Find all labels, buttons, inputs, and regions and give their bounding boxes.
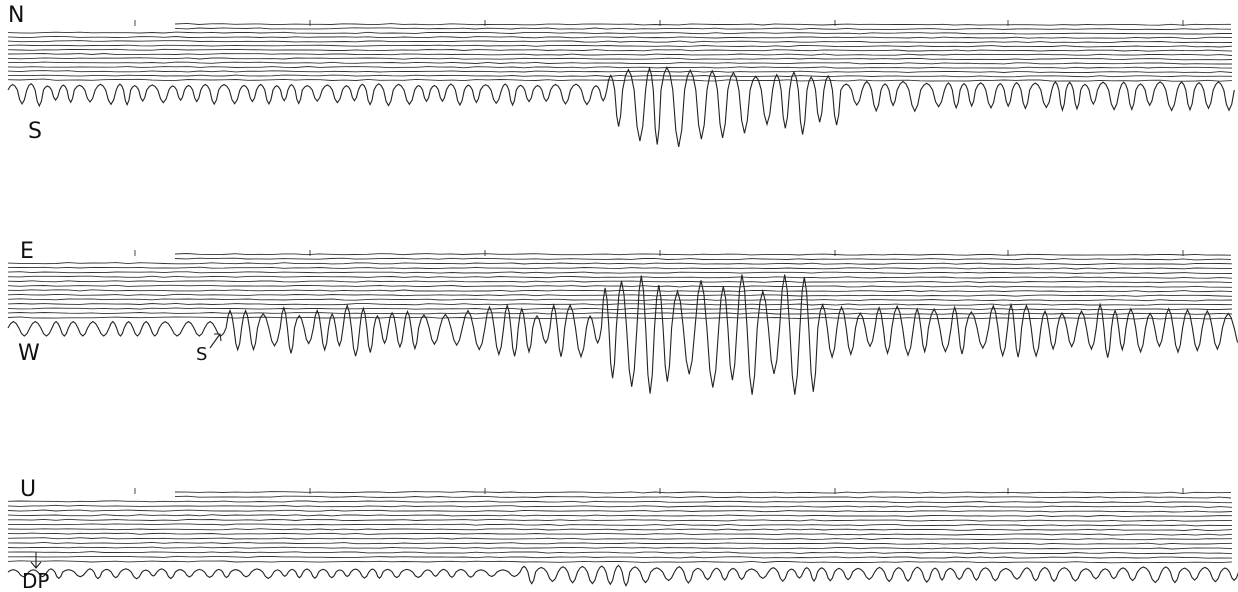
record-line xyxy=(7,307,1233,311)
record-line xyxy=(7,509,1233,513)
record-line xyxy=(7,280,1233,284)
component-label: E xyxy=(20,239,34,264)
record-line xyxy=(7,560,1233,564)
record-line xyxy=(8,61,1232,65)
phase-marker: S xyxy=(196,344,207,365)
record-line xyxy=(8,523,1233,527)
record-line xyxy=(8,555,1233,559)
record-line xyxy=(7,541,1233,545)
record-line xyxy=(7,500,1233,504)
record-line xyxy=(174,495,1232,499)
seismic-trace xyxy=(7,65,1235,147)
record-line xyxy=(7,70,1233,74)
record-line xyxy=(7,551,1233,555)
record-line xyxy=(174,27,1232,31)
record-line xyxy=(7,532,1233,536)
record-line xyxy=(7,78,1233,82)
record-line xyxy=(7,514,1233,518)
record-line xyxy=(7,275,1233,279)
record-line xyxy=(7,262,1233,265)
component-label: W xyxy=(18,341,40,366)
record-line xyxy=(7,31,1232,35)
records xyxy=(7,20,1238,587)
record-line xyxy=(8,518,1233,522)
record-line xyxy=(7,293,1233,297)
record-line xyxy=(174,491,1232,494)
record-line xyxy=(7,271,1233,275)
record-line xyxy=(7,53,1233,56)
record-line xyxy=(7,537,1233,541)
record-line xyxy=(7,74,1233,78)
seismic-trace xyxy=(7,274,1238,395)
record-line xyxy=(7,266,1233,270)
record-line xyxy=(7,298,1233,302)
marker-arrow xyxy=(30,552,42,569)
record-line xyxy=(7,66,1233,69)
record-line xyxy=(7,44,1233,48)
seismic-trace xyxy=(7,564,1238,587)
record-line xyxy=(7,504,1233,508)
record-line xyxy=(7,40,1233,44)
record-line xyxy=(7,57,1233,61)
marker-arrow xyxy=(209,333,222,349)
record-line xyxy=(7,316,1233,320)
record-line xyxy=(174,22,1232,26)
record-line xyxy=(7,35,1233,39)
component-label: U xyxy=(20,477,36,502)
record-line xyxy=(7,48,1233,52)
record-line xyxy=(7,302,1233,306)
record-line xyxy=(7,312,1233,315)
component-label: N xyxy=(8,3,24,28)
record-line xyxy=(7,546,1233,550)
component-label: S xyxy=(28,119,42,144)
phase-marker: DP xyxy=(22,569,49,592)
record-line xyxy=(174,257,1232,261)
record-line xyxy=(174,253,1232,256)
record-line xyxy=(7,528,1233,532)
